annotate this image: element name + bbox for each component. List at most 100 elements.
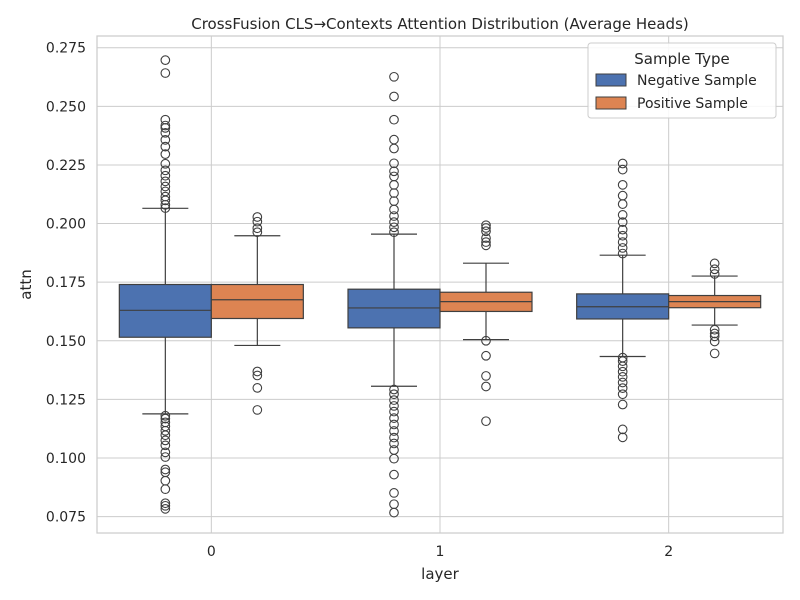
outlier-point [389,469,399,480]
x-tick-label: 0 [207,544,216,560]
outlier-point [481,416,491,427]
outlier-point [389,211,399,221]
outlier-point [160,158,171,169]
outlier-point [709,348,720,359]
outlier-point [617,389,628,400]
tick-layer: 0.075 0.100 0.125 0.150 0.175 0.200 0.225 0.250… [46,41,673,560]
outlier-point [160,440,171,451]
outlier-point [160,417,171,428]
x-tick-label: 2 [664,544,673,560]
outlier-point [389,196,399,206]
legend-swatch-positive [595,96,627,110]
outlier-point [617,190,628,201]
outlier-point [617,352,628,363]
box-group [439,220,533,427]
chart-title: CrossFusion CLS→Contexts Attention Distr… [191,15,689,33]
outlier-point [617,377,628,388]
outlier-point [617,164,628,175]
outlier-point [617,399,628,410]
outlier-point [389,488,399,498]
outlier-point [160,186,171,197]
outlier-point [617,210,628,220]
outlier-point [481,237,491,247]
outlier-point [709,269,720,279]
y-tick-label: 0.075 [46,510,86,526]
outlier-point [389,384,399,395]
outlier-point [389,426,399,436]
outlier-point [389,419,399,430]
outlier-point [160,452,171,462]
outlier-point [617,248,628,259]
legend-swatch-negative [595,73,627,87]
outlier-point [160,498,171,509]
legend-label-negative: Negative Sample [637,73,757,89]
outlier-point [160,203,171,213]
outlier-point [160,55,171,65]
outlier-point [389,171,399,182]
outlier-point [389,227,399,238]
outlier-point [617,180,628,190]
outlier-point [617,237,628,247]
outlier-point [481,240,491,251]
outlier-point [160,149,171,160]
outlier-point [617,383,628,393]
outlier-point [389,499,399,510]
outlier-point [160,413,171,424]
outlier-point [252,223,263,234]
y-tick-label: 0.150 [46,334,86,350]
outlier-point [389,91,399,102]
outlier-point [389,166,399,177]
outlier-point [481,226,491,237]
outlier-point [617,372,628,382]
outlier-point [709,331,720,342]
y-tick-label: 0.175 [46,275,86,291]
outlier-point [160,135,171,145]
outlier-point [617,366,628,377]
outlier-point [389,389,399,400]
y-tick-label: 0.275 [46,41,86,57]
outlier-point [160,464,171,475]
legend-title: Sample Type [634,50,729,68]
outlier-point [252,216,263,227]
outlier-point [617,424,628,435]
y-tick-label: 0.225 [46,158,86,174]
outlier-point [160,467,171,478]
outlier-point [481,350,491,361]
legend: Sample Type Negative Sample Positive Sam… [587,42,777,119]
outlier-point [252,405,263,415]
legend-label-positive: Positive Sample [637,96,748,112]
outlier-point [389,413,399,423]
outlier-point [160,421,171,432]
box-layer [118,55,762,518]
outlier-point [617,432,628,443]
outlier-point [160,191,171,202]
outlier-point [160,181,171,192]
outlier-point [160,435,171,446]
outlier-point [160,114,171,125]
outlier-point [389,71,399,82]
outlier-point [617,230,628,241]
outlier-point [481,381,491,392]
outlier-point [617,217,628,227]
outlier-point [160,120,171,131]
outlier-point [160,127,171,138]
outlier-point [389,114,399,125]
y-tick-label: 0.100 [46,451,86,467]
outlier-point [160,500,171,511]
outlier-point [160,170,171,181]
outlier-point [709,324,720,335]
outlier-point [389,134,399,145]
outlier-point [160,141,171,152]
outlier-point [617,243,628,253]
outlier-point [252,383,263,393]
outlier-point [617,356,628,367]
outlier-point [389,158,399,169]
box-group [347,71,441,518]
outlier-point [481,220,491,231]
outlier-point [481,335,491,346]
outlier-point [252,227,263,238]
outlier-point [160,68,171,78]
outlier-point [617,224,628,235]
outlier-point [709,336,720,347]
